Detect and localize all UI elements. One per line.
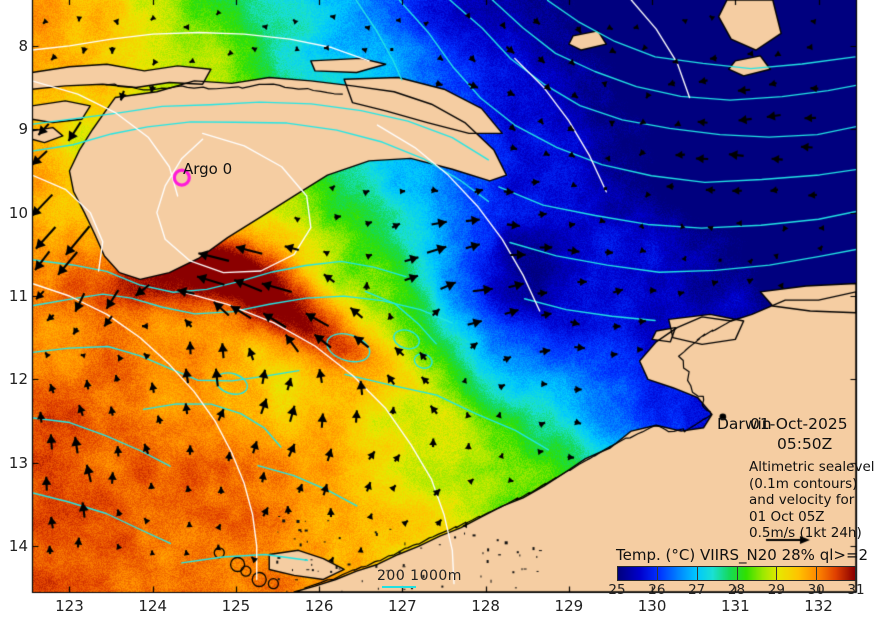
x-tick-label: 130 <box>637 597 667 615</box>
colorbar-tick-label: 29 <box>767 582 785 598</box>
info-line: 0.5m/s (1kt 24h) <box>749 525 862 541</box>
colorbar-tick <box>736 566 738 581</box>
y-tick-label: 11 <box>8 287 28 305</box>
colorbar-title: Temp. (°C) VIIRS_N20 28% ql>=2 <box>616 546 869 564</box>
colorbar-tick-label: 27 <box>688 582 706 598</box>
x-tick-label: 132 <box>804 597 833 615</box>
x-tick-label: 131 <box>720 597 750 615</box>
city-label-darwin: Darwin <box>717 415 772 433</box>
info-line: 01 Oct 05Z <box>749 508 825 525</box>
y-tick-label: 13 <box>8 453 28 472</box>
colorbar-tick <box>816 566 818 581</box>
colorbar-tick-label: 25 <box>608 582 626 598</box>
time-label: 05:50Z <box>777 435 833 453</box>
colorbar-tick-label: 26 <box>648 582 666 598</box>
colorbar-tick <box>776 566 778 581</box>
info-line: Altimetric sealevel <box>749 459 875 475</box>
x-tick-label: 126 <box>304 597 334 615</box>
x-tick-label: 124 <box>138 597 167 615</box>
x-tick-label: 125 <box>221 597 251 615</box>
altimetry-info-block: Altimetric sealevel (0.1m contours) and ve… <box>749 459 875 542</box>
colorbar-tick <box>656 566 658 581</box>
colorbar-tick-label: 30 <box>807 582 825 598</box>
argo-float-label: Argo 0 <box>183 160 233 178</box>
date-label: 01-Oct-2025 <box>750 415 848 433</box>
y-tick-label: 10 <box>8 203 28 222</box>
x-tick-label: 128 <box>471 597 500 615</box>
bathymetry-legend-label: 200 1000m <box>377 568 462 584</box>
y-tick-label: 12 <box>8 370 28 389</box>
info-line: and velocity for <box>749 492 855 508</box>
x-tick-label: 129 <box>554 597 584 615</box>
colorbar-tick-label: 31 <box>847 582 865 598</box>
x-tick-label: 127 <box>388 597 417 615</box>
info-line: (0.1m contours) <box>749 475 858 492</box>
y-tick-label: 8 <box>18 36 28 55</box>
y-tick-label: 14 <box>8 537 28 556</box>
x-tick-label: 123 <box>55 597 84 615</box>
colorbar-tick-label: 28 <box>727 582 746 598</box>
colorbar-tick <box>696 566 698 581</box>
bathymetry-legend-line <box>382 586 416 588</box>
y-tick-label: 9 <box>18 120 28 139</box>
